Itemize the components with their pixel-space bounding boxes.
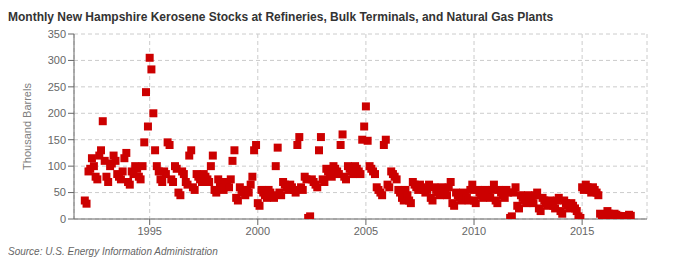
svg-text:2010: 2010: [462, 225, 486, 237]
svg-text:2005: 2005: [354, 225, 378, 237]
svg-text:Thousand Barrels: Thousand Barrels: [21, 83, 33, 170]
svg-text:1995: 1995: [137, 225, 161, 237]
svg-text:2015: 2015: [570, 225, 594, 237]
svg-text:2000: 2000: [246, 225, 270, 237]
svg-text:350: 350: [48, 28, 66, 40]
svg-text:50: 50: [54, 186, 66, 198]
svg-text:0: 0: [60, 213, 66, 225]
html-text:Source: U.S. Energy Informatio: Source: U.S. Energy Information Administ…: [8, 246, 218, 257]
svg-text:300: 300: [48, 54, 66, 66]
svg-text:250: 250: [48, 81, 66, 93]
svg-text:100: 100: [48, 160, 66, 172]
html-text:Monthly New Hampshire Kerosene: Monthly New Hampshire Kerosene Stocks at…: [8, 10, 554, 24]
svg-text:200: 200: [48, 107, 66, 119]
svg-text:150: 150: [48, 134, 66, 146]
